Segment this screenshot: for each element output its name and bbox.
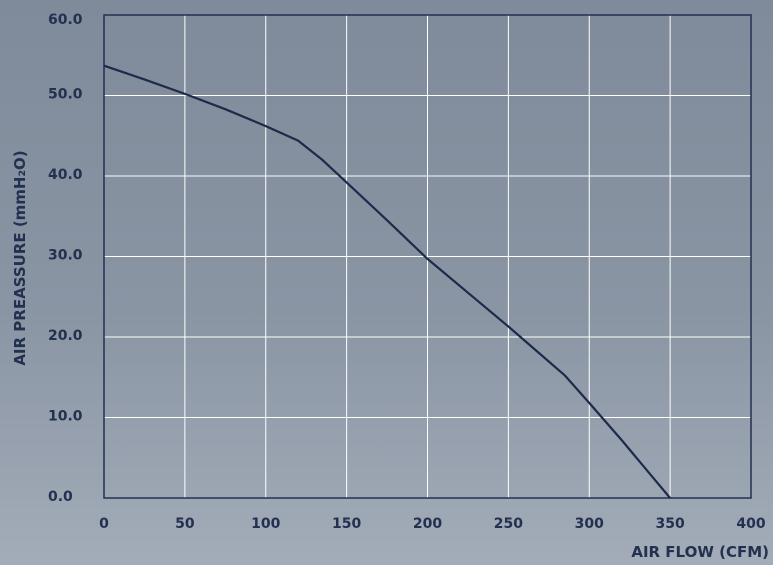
y-tick-label: 50.0: [48, 87, 83, 103]
y-tick-label: 10.0: [48, 409, 83, 425]
y-tick-label: 30.0: [48, 248, 83, 264]
x-tick-label: 300: [575, 516, 604, 532]
y-tick-label: 0.0: [48, 489, 73, 505]
x-axis-title: AIR FLOW (CFM): [631, 543, 769, 561]
y-tick-label: 40.0: [48, 167, 83, 183]
x-tick-label: 150: [332, 516, 361, 532]
x-tick-label: 0: [99, 516, 109, 532]
y-axis-ticks: 0.0 10.0 20.0 30.0 40.0 50.0 60.0: [48, 12, 83, 505]
x-tick-label: 100: [251, 516, 280, 532]
grid: [103, 14, 752, 499]
y-tick-label: 20.0: [48, 328, 83, 344]
x-tick-label: 50: [175, 516, 195, 532]
series-line: [103, 64, 671, 499]
x-axis-ticks: 0 50 100 150 200 250 300 350 400: [99, 516, 766, 532]
x-tick-label: 200: [413, 516, 442, 532]
x-tick-label: 400: [736, 516, 765, 532]
x-tick-label: 350: [656, 516, 685, 532]
y-axis-title: AIR PREASSURE (mmH₂O): [11, 150, 29, 365]
y-tick-label: 60.0: [48, 12, 83, 28]
plot-frame: [103, 14, 752, 499]
x-tick-label: 250: [494, 516, 523, 532]
